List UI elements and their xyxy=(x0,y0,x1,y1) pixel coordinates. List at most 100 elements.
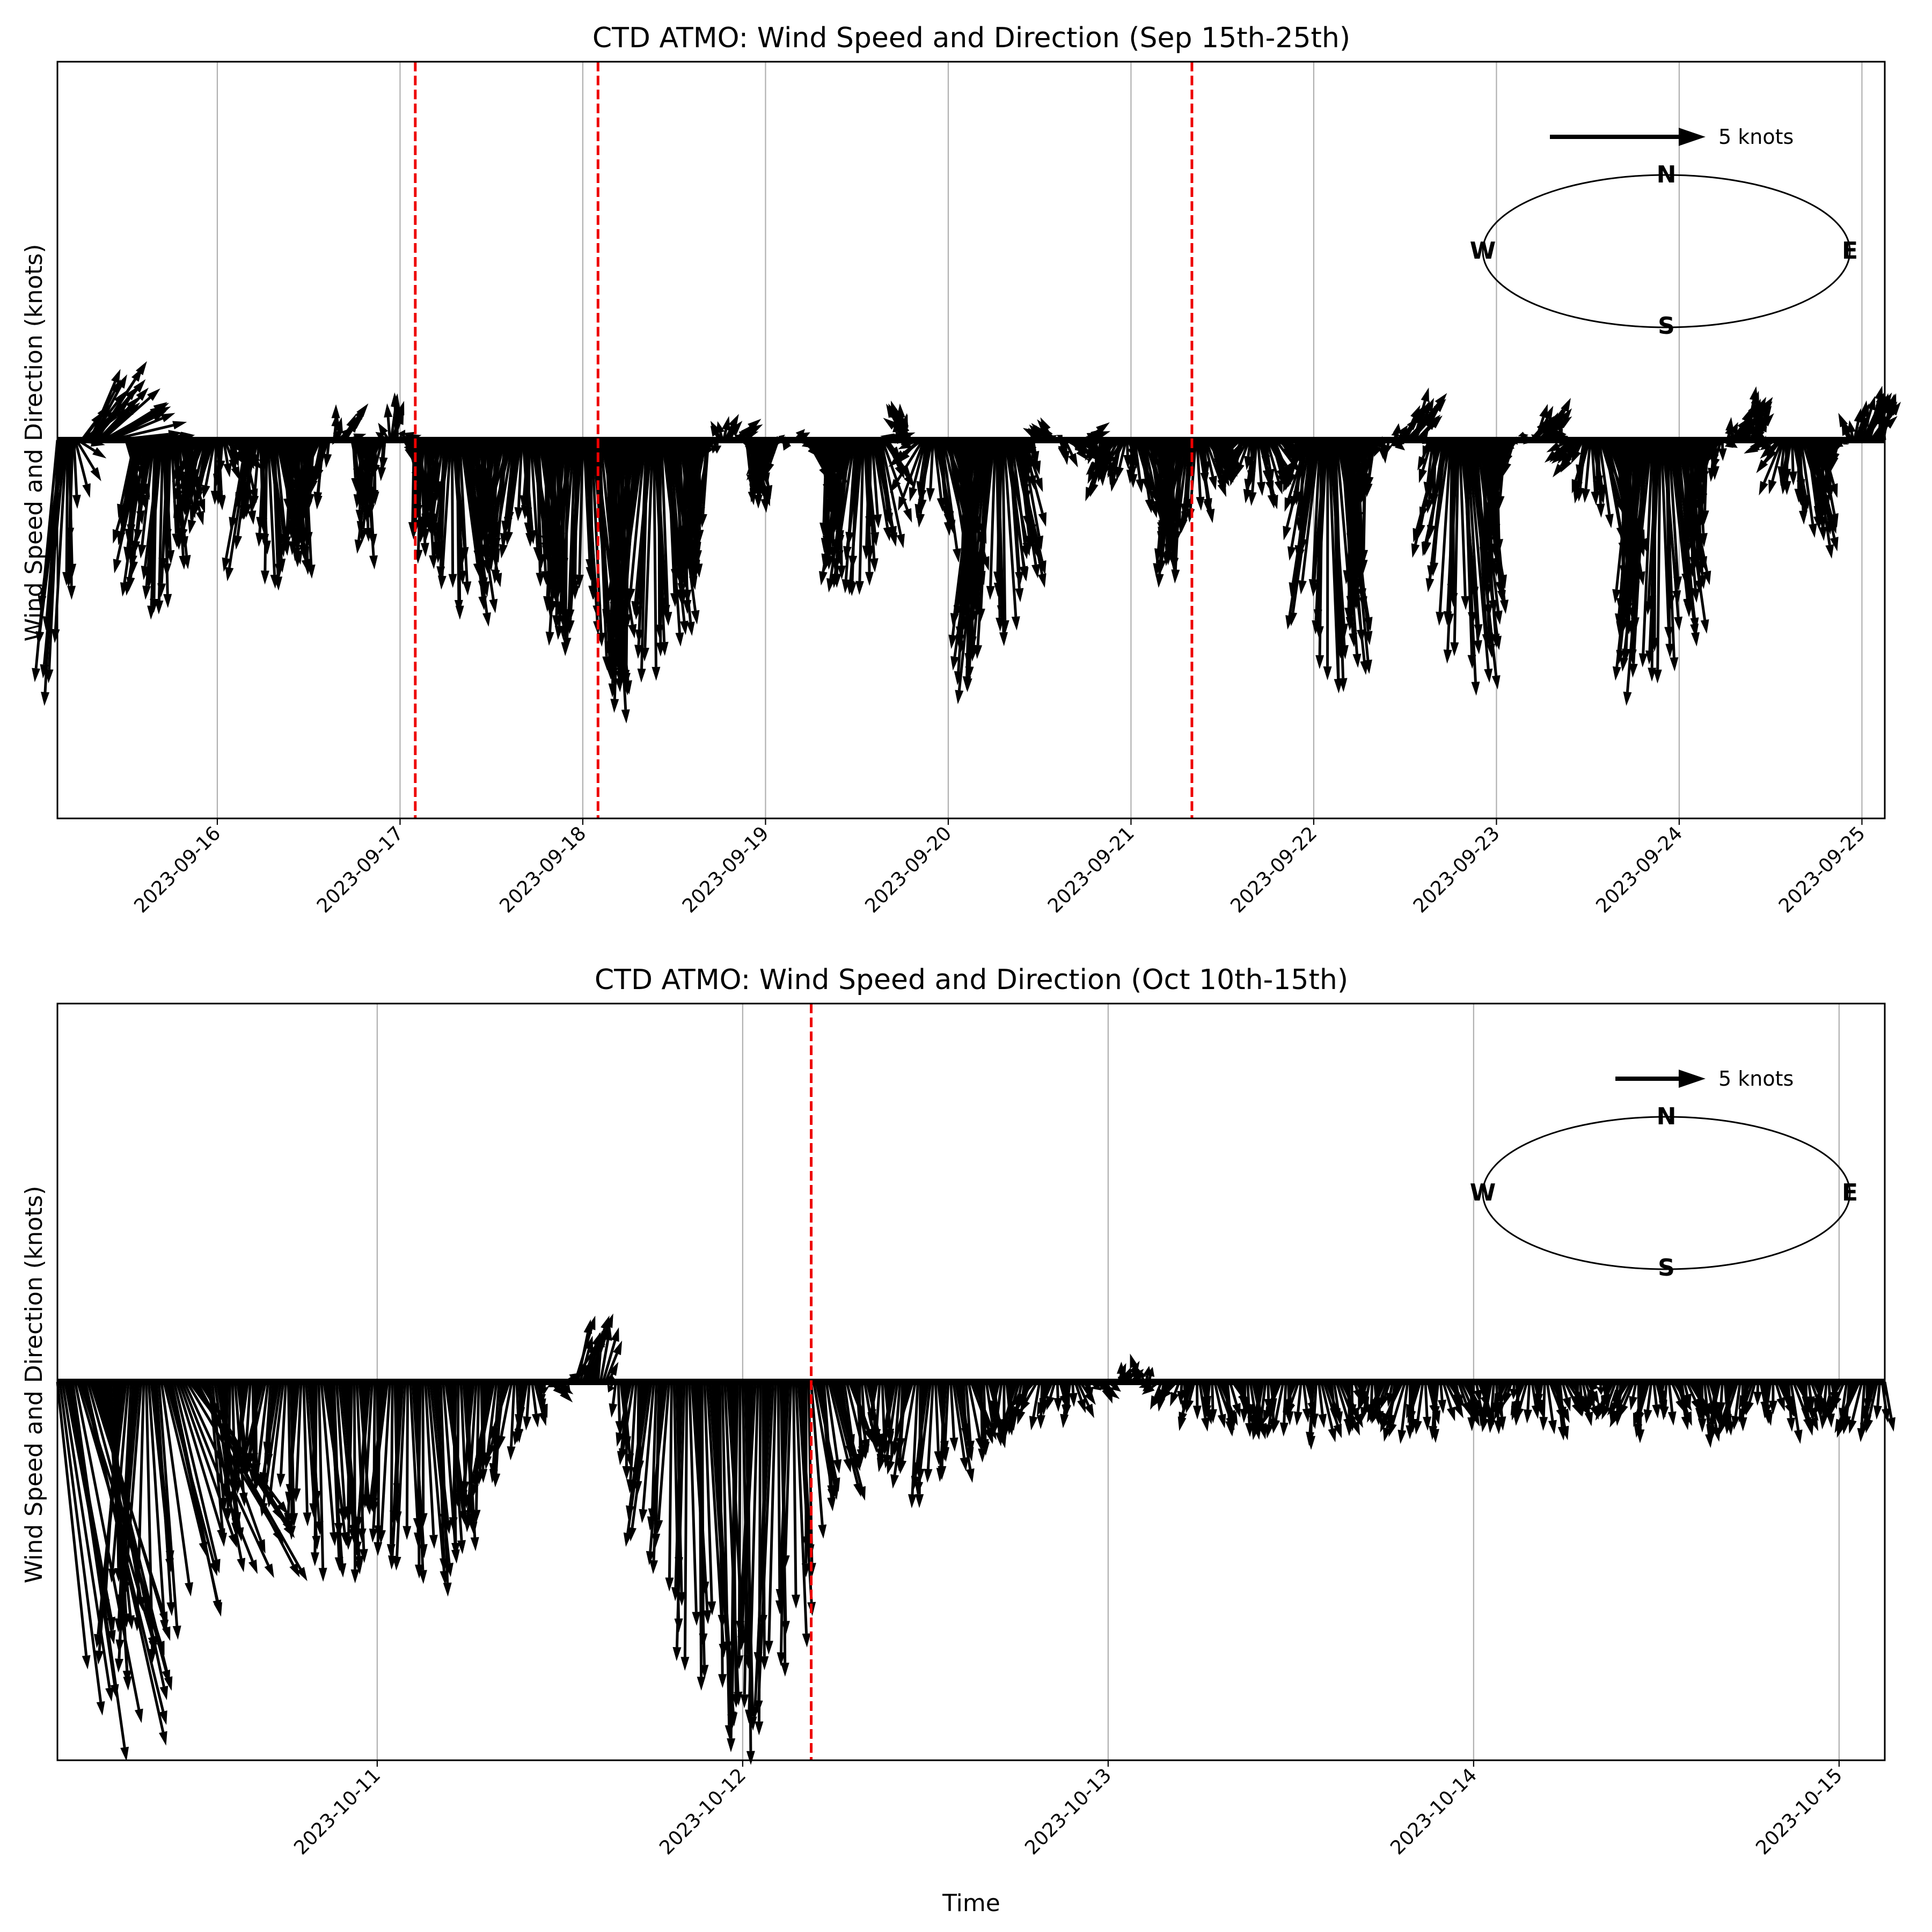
wind-arrow-shaft xyxy=(590,440,603,633)
wind-arrow-shaft xyxy=(1763,440,1783,484)
wind-arrow-head xyxy=(1808,523,1817,538)
wind-arrow-shaft xyxy=(41,440,64,596)
wind-arrow-head xyxy=(621,709,630,724)
wind-arrow-shaft xyxy=(72,440,78,495)
wind-arrow-head xyxy=(116,1594,125,1609)
wind-arrow-head xyxy=(429,1534,438,1549)
wind-arrow-shaft xyxy=(416,440,426,505)
wind-arrow-shaft xyxy=(1167,440,1188,545)
wind-arrow-shaft xyxy=(204,440,216,486)
wind-arrow-shaft xyxy=(196,440,215,493)
wind-arrow-shaft xyxy=(1600,1381,1612,1404)
wind-arrow-head xyxy=(1333,1423,1342,1438)
wind-arrow-head xyxy=(168,430,183,439)
wind-arrow-head xyxy=(193,491,202,506)
wind-arrow-head xyxy=(469,1473,478,1488)
wind-arrow-shaft xyxy=(208,1381,224,1533)
wind-arrow-shaft xyxy=(1142,440,1159,501)
wind-arrow-head xyxy=(845,1445,854,1460)
wind-arrow-head xyxy=(470,1537,479,1552)
wind-arrow-shaft xyxy=(651,1381,658,1509)
wind-arrow-head xyxy=(1068,453,1078,467)
wind-arrow-head xyxy=(606,1374,616,1380)
wind-arrow-head xyxy=(745,1709,754,1724)
wind-arrow-head xyxy=(1334,1411,1343,1426)
wind-arrow-shaft xyxy=(390,1381,394,1545)
wind-arrow-head xyxy=(141,566,150,580)
wind-arrow-head xyxy=(111,369,121,384)
wind-arrow-head xyxy=(459,1489,468,1504)
wind-arrow-head xyxy=(1761,405,1772,420)
wind-arrow-head xyxy=(1109,477,1118,492)
wind-arrow-shaft xyxy=(650,1381,668,1517)
wind-arrow-shaft xyxy=(581,1344,597,1382)
wind-arrow-head xyxy=(353,1541,362,1556)
wind-arrow-shaft xyxy=(1817,1381,1825,1402)
wind-arrow-head xyxy=(174,513,183,528)
wind-arrow-head xyxy=(531,1413,540,1428)
y-axis-label: Wind Speed and Direction (knots) xyxy=(20,244,48,642)
wind-arrow-head xyxy=(1035,535,1044,550)
wind-arrow-head xyxy=(1494,610,1503,625)
wind-arrow-head xyxy=(1848,1419,1857,1434)
wind-arrow-head xyxy=(1860,400,1869,415)
wind-arrow-head xyxy=(212,1558,221,1574)
wind-arrow-shaft xyxy=(634,440,652,602)
wind-arrow-head xyxy=(777,1652,786,1666)
wind-arrow-head xyxy=(292,1488,301,1503)
wind-arrow-head xyxy=(414,1532,423,1547)
wind-arrow-head xyxy=(297,526,306,541)
wind-arrow-shaft xyxy=(885,1381,899,1455)
wind-arrow-shaft xyxy=(434,440,450,523)
wind-arrow-head xyxy=(1433,399,1446,412)
wind-arrow-shaft xyxy=(285,440,294,537)
wind-arrow-head xyxy=(264,1563,274,1578)
wind-arrow-shaft xyxy=(1648,440,1660,651)
wind-arrow-head xyxy=(986,586,995,600)
wind-arrow-head xyxy=(985,1429,993,1445)
wind-arrow-head xyxy=(1473,1389,1482,1403)
wind-arrow-head xyxy=(1019,566,1028,581)
wind-key: 5 knots xyxy=(1550,125,1794,149)
wind-key: 5 knots xyxy=(1615,1067,1794,1091)
wind-arrow-head xyxy=(1141,1384,1155,1395)
wind-arrow-head xyxy=(691,610,700,625)
wind-arrow-head xyxy=(1447,1407,1455,1422)
wind-arrow-head xyxy=(963,678,972,692)
wind-arrow-head xyxy=(1495,539,1504,553)
wind-arrow-head xyxy=(1030,451,1040,466)
wind-arrow-head xyxy=(1220,447,1233,460)
wind-arrow-head xyxy=(680,1657,690,1671)
wind-arrow-head xyxy=(575,574,584,589)
wind-arrow-shaft xyxy=(479,440,504,528)
wind-arrow-head xyxy=(179,528,188,543)
wind-arrow-shaft xyxy=(893,1381,914,1443)
wind-arrow-head xyxy=(1516,1407,1524,1422)
wind-arrow-head xyxy=(1216,442,1225,448)
wind-arrow-shaft xyxy=(1868,407,1881,441)
wind-arrow-head xyxy=(1145,499,1154,514)
wind-arrow-shaft xyxy=(1290,1381,1300,1404)
wind-arrow-shaft xyxy=(602,1340,617,1382)
wind-arrow-shaft xyxy=(1320,1381,1334,1429)
wind-arrow-head xyxy=(306,564,316,579)
wind-arrow-head xyxy=(1559,430,1567,439)
wind-arrow-head xyxy=(865,516,874,531)
wind-arrow-shaft xyxy=(1741,1381,1754,1410)
wind-arrow-head xyxy=(1601,1405,1611,1420)
wind-arrow-head xyxy=(1723,1411,1732,1426)
wind-arrow-shaft xyxy=(1414,410,1430,441)
wind-arrow-head xyxy=(707,1601,716,1616)
wind-arrow-head xyxy=(133,1617,142,1631)
wind-arrow-shaft xyxy=(611,1381,617,1404)
wind-arrow-head xyxy=(1289,612,1298,626)
wind-arrow-head xyxy=(614,678,624,692)
wind-arrow-head xyxy=(1684,542,1693,557)
wind-arrow-head xyxy=(1436,611,1445,626)
wind-arrow-head xyxy=(818,571,828,586)
wind-arrow-head xyxy=(1691,588,1700,603)
wind-arrow-head xyxy=(1494,491,1502,506)
wind-arrow-head xyxy=(374,1542,383,1556)
wind-arrow-shaft xyxy=(1546,1381,1554,1421)
wind-arrow-shaft xyxy=(1010,440,1027,546)
